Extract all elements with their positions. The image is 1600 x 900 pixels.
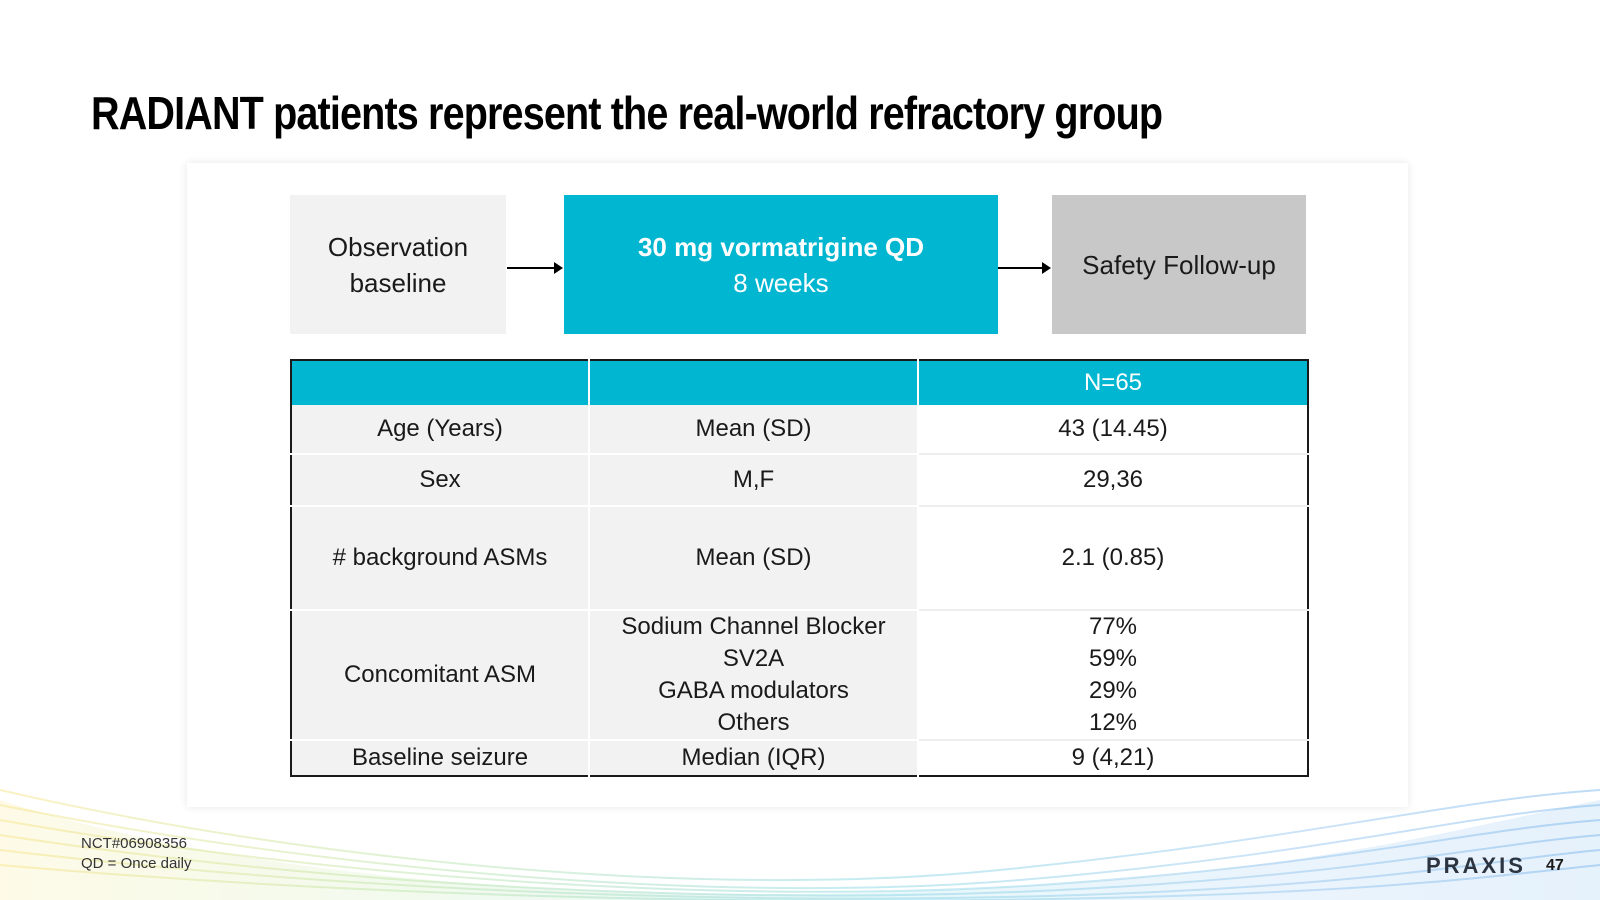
page-number: 47 xyxy=(1546,857,1564,874)
observation-line-1: Observation xyxy=(327,231,469,262)
demographics-table: N=65 Age (Years) Mean (SD) 43 (14.45) Se… xyxy=(290,359,1309,777)
table-row: Baseline seizure Median (IQR) 9 (4,21) xyxy=(291,740,1308,776)
safety-label: Safety Follow-up xyxy=(1082,249,1276,280)
value-item: 12% xyxy=(1088,709,1138,736)
value-item: 29% xyxy=(1088,677,1138,704)
measure-item: SV2A xyxy=(722,645,785,672)
trial-id: NCT#06908356 xyxy=(81,835,187,852)
page-title: RADIANT patients represent the real-worl… xyxy=(91,87,1163,139)
row-characteristic: Baseline seizure xyxy=(291,740,590,776)
value-item: 77% xyxy=(1088,613,1138,640)
arrow-right-icon xyxy=(998,262,1051,274)
header-characteristic xyxy=(291,360,590,405)
value-item: 59% xyxy=(1088,645,1138,672)
row-characteristic: Age (Years) xyxy=(291,405,590,455)
row-measure: M,F xyxy=(589,454,919,507)
row-value-list: 77% 59% 29% 12% xyxy=(918,610,1308,741)
row-characteristic: Concomitant ASM xyxy=(291,610,590,741)
treatment-box: 30 mg vormatrigine QD 8 weeks xyxy=(564,195,998,334)
arrow-right-icon xyxy=(507,262,563,274)
measure-item: GABA modulators xyxy=(658,677,849,704)
table-row: Concomitant ASM Sodium Channel Blocker S… xyxy=(291,610,1308,741)
observation-line-2: baseline xyxy=(349,267,447,298)
row-characteristic: Sex xyxy=(291,454,590,507)
row-measure: Mean (SD) xyxy=(589,405,919,455)
safety-follow-up-box: Safety Follow-up xyxy=(1052,195,1306,334)
treatment-duration: 8 weeks xyxy=(733,267,829,298)
table-row: Sex M,F 29,36 xyxy=(291,454,1308,507)
praxis-logo: PRAXIS xyxy=(1426,853,1526,878)
header-n: N=65 xyxy=(918,360,1308,405)
treatment-dose: 30 mg vormatrigine QD xyxy=(637,231,925,262)
abbreviation-note: QD = Once daily xyxy=(81,855,192,872)
measure-item: Sodium Channel Blocker xyxy=(621,613,886,640)
footnote: NCT#06908356 QD = Once daily xyxy=(81,834,191,874)
observation-baseline-box: Observation baseline xyxy=(290,195,506,334)
header-measure xyxy=(589,360,919,405)
row-characteristic: # background ASMs xyxy=(291,506,590,611)
row-value: 9 (4,21) xyxy=(918,740,1308,776)
table-header-row: N=65 xyxy=(291,360,1308,405)
measure-item: Others xyxy=(717,709,790,736)
row-measure-list: Sodium Channel Blocker SV2A GABA modulat… xyxy=(589,610,919,741)
table-row: Age (Years) Mean (SD) 43 (14.45) xyxy=(291,405,1308,455)
row-value: 29,36 xyxy=(918,454,1308,507)
row-measure: Median (IQR) xyxy=(589,740,919,776)
row-value: 2.1 (0.85) xyxy=(918,506,1308,611)
table-row: # background ASMs Mean (SD) 2.1 (0.85) xyxy=(291,506,1308,611)
row-measure: Mean (SD) xyxy=(589,506,919,611)
row-value: 43 (14.45) xyxy=(918,405,1308,455)
